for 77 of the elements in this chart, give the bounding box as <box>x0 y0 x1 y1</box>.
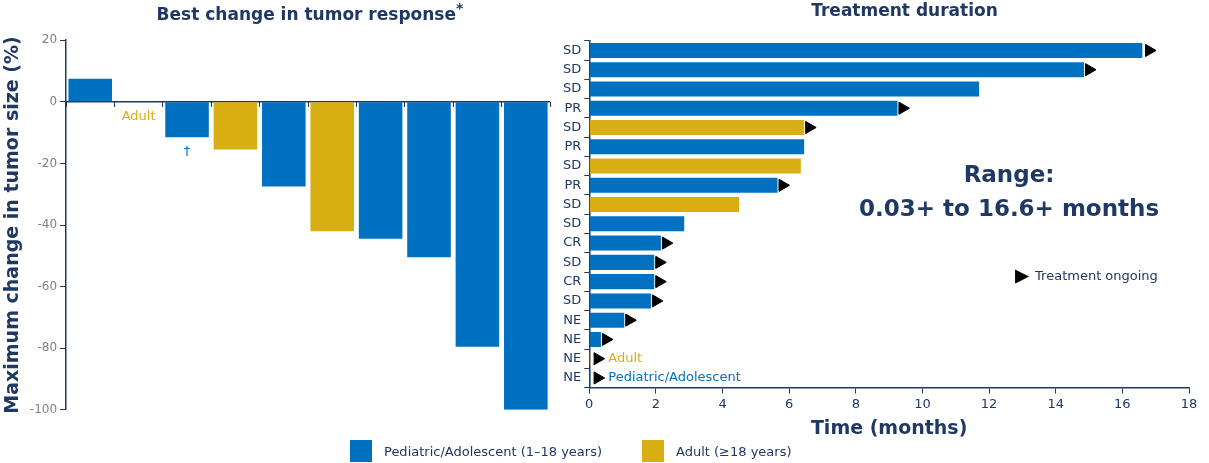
x-tick-label: 18 <box>1180 395 1198 411</box>
bar <box>589 81 980 97</box>
y-tick-label: NE <box>563 311 582 327</box>
bar <box>589 158 801 174</box>
x-tick-label: 10 <box>914 395 931 411</box>
chart-title: Best change in tumor response$^{*}$ <box>155 0 465 24</box>
y-tick-label: NE <box>563 369 582 385</box>
legend-label: Treatment ongoing <box>1034 268 1158 283</box>
x-tick-label: 4 <box>718 395 727 411</box>
legend-label: Pediatric/Adolescent (1–18 years) <box>384 443 603 459</box>
legend-label: Adult (≥18 years) <box>676 443 792 459</box>
point <box>898 101 910 115</box>
y-tick-label: -80 <box>37 340 58 355</box>
bar <box>589 312 625 328</box>
y-tick-label: SD <box>563 118 582 134</box>
point <box>655 275 667 289</box>
x-tick-label: 0 <box>585 395 594 411</box>
x-axis-title: Time (months) <box>810 415 968 438</box>
x-tick-label: 14 <box>1047 395 1064 411</box>
data-label: Adult <box>608 350 643 366</box>
y-tick-label: NE <box>563 350 582 366</box>
y-tick-label: -40 <box>37 217 58 232</box>
y-tick-label: CR <box>563 273 582 289</box>
point <box>1145 43 1157 57</box>
bar <box>589 331 601 347</box>
y-tick-label: PR <box>564 138 582 154</box>
y-tick-label: PR <box>564 99 582 115</box>
x-tick-label: 16 <box>1114 395 1131 411</box>
y-tick-label: NE <box>563 330 582 346</box>
point <box>651 294 664 308</box>
y-tick-label: 20 <box>41 32 58 47</box>
point <box>593 352 606 366</box>
y-tick-label: CR <box>563 234 582 250</box>
bar <box>589 197 740 213</box>
y-tick-label: -100 <box>29 401 58 416</box>
x-tick-label: 6 <box>785 395 794 411</box>
y-tick-label: SD <box>563 41 582 57</box>
bar <box>589 254 655 270</box>
point <box>655 255 667 269</box>
bar <box>589 216 685 232</box>
y-tick-label: SD <box>563 80 582 96</box>
annotation: 0.03+ to 16.6+ months <box>859 195 1160 222</box>
point <box>625 313 637 327</box>
bar <box>589 293 651 309</box>
bar <box>589 177 778 193</box>
y-tick-label: 0 <box>49 93 58 108</box>
bar <box>589 274 655 290</box>
bar <box>589 100 898 116</box>
data-label: † <box>183 143 191 159</box>
chart-title: Treatment duration <box>810 0 999 20</box>
point <box>805 120 817 135</box>
x-tick-label: 8 <box>851 395 860 411</box>
x-tick-label: 2 <box>651 395 661 411</box>
bar <box>589 119 805 136</box>
point <box>593 371 606 385</box>
y-tick-label: SD <box>563 253 582 269</box>
x-tick-label: 12 <box>980 395 998 411</box>
data-label: Adult <box>121 107 156 123</box>
y-tick-label: SD <box>563 61 582 77</box>
y-tick-label: -60 <box>37 278 58 293</box>
point <box>661 236 674 250</box>
y-tick-label: SD <box>563 157 582 173</box>
point <box>601 332 614 346</box>
y-tick-label: PR <box>564 176 582 192</box>
data-label: Pediatric/Adolescent <box>608 369 741 385</box>
bar <box>589 235 661 251</box>
bar <box>589 139 805 155</box>
y-tick-label: SD <box>563 292 582 308</box>
bar <box>589 62 1085 78</box>
y-tick-label: SD <box>563 215 582 231</box>
y-tick-label: SD <box>563 195 582 211</box>
point <box>1085 63 1097 77</box>
bar <box>589 42 1143 58</box>
point <box>778 178 791 192</box>
annotation: Range: <box>963 161 1055 188</box>
y-tick-label: -20 <box>37 155 58 170</box>
y-axis-title: Maximum change in tumor size (%) <box>0 36 23 414</box>
